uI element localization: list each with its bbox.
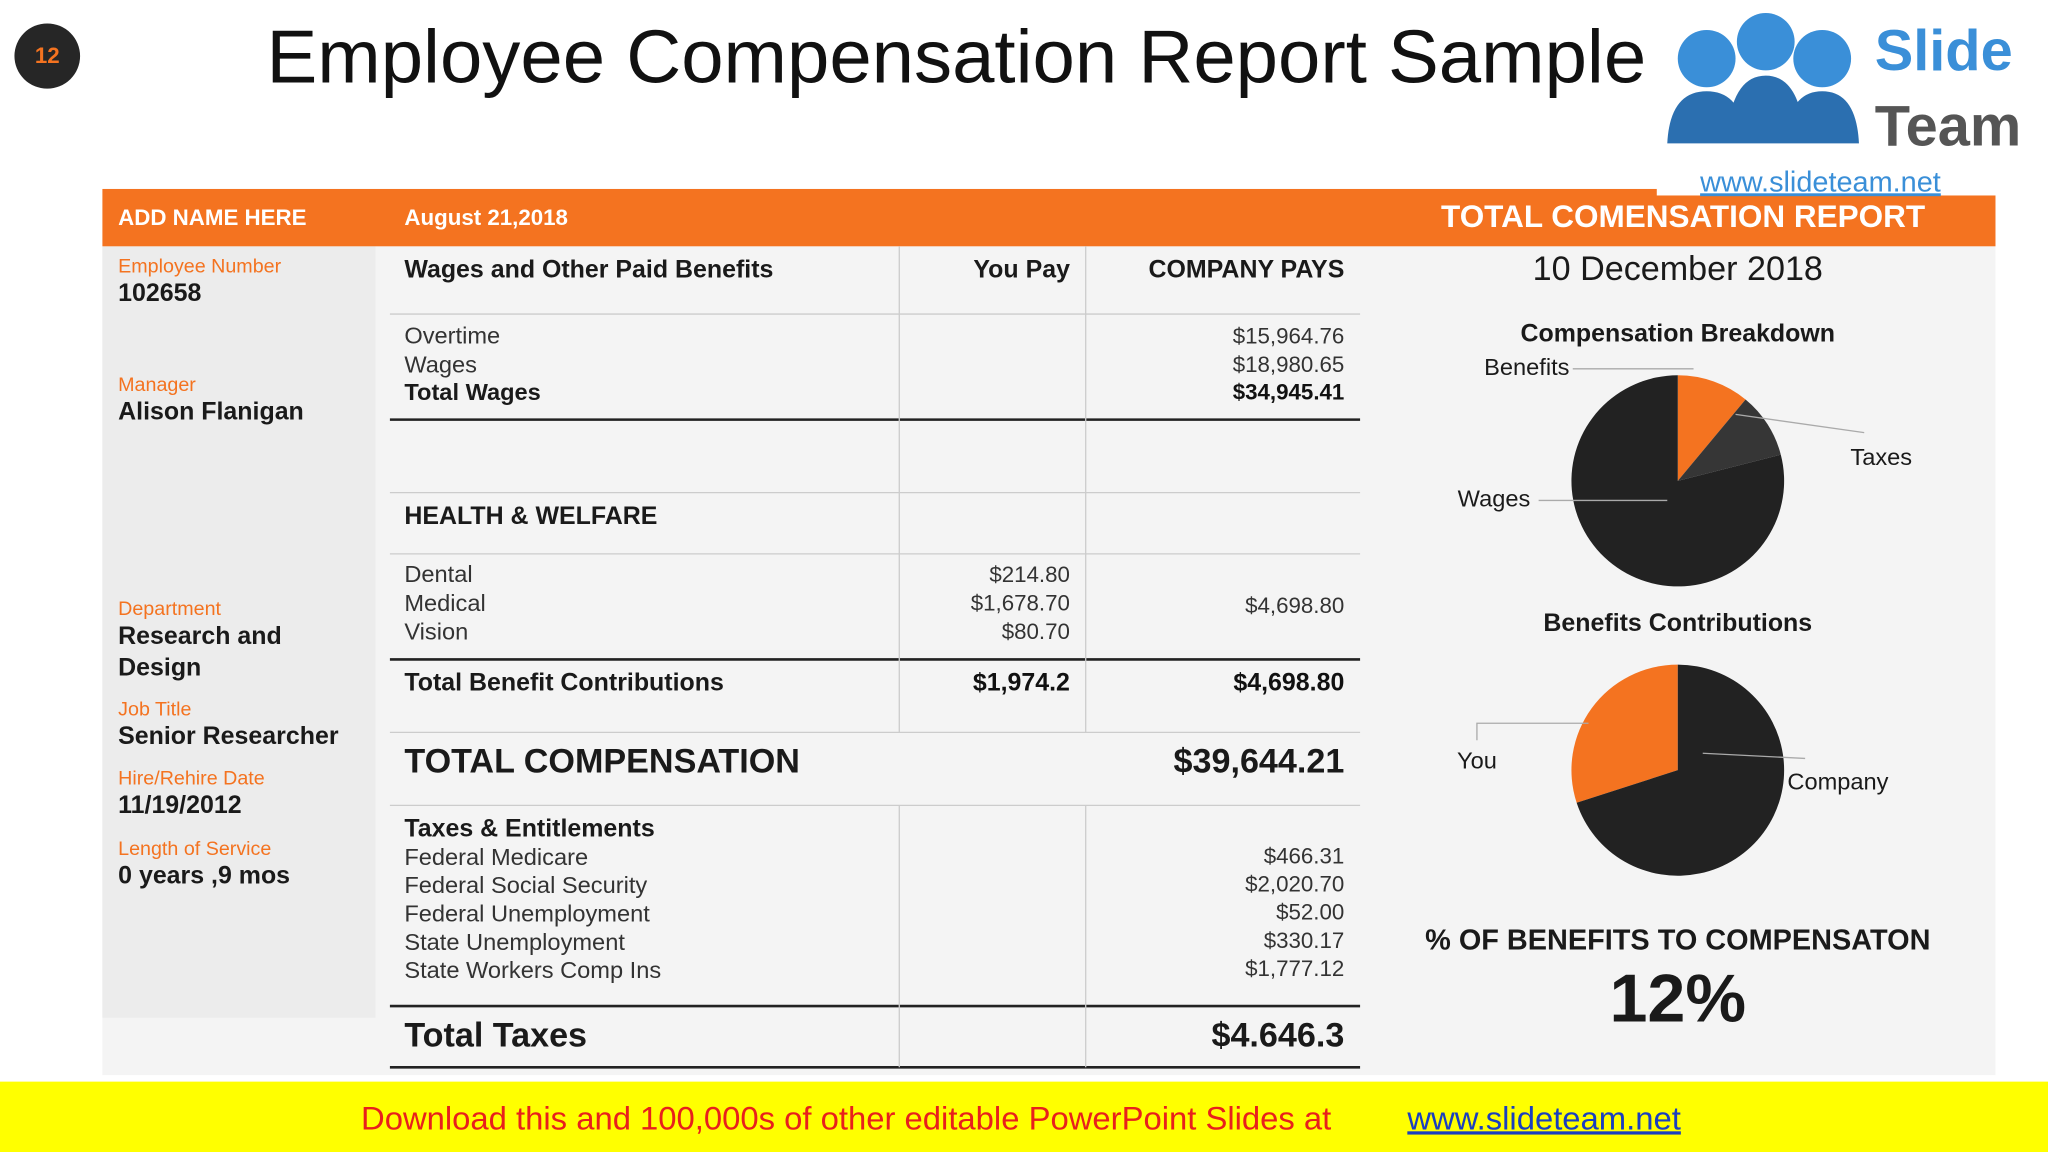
field-value: 0 years ,9 mos: [118, 863, 290, 890]
column-header: You Pay: [973, 257, 1070, 284]
logo-word: Team: [1875, 95, 2022, 159]
row-label: Medical: [404, 590, 485, 616]
report-title: TOTAL COMENSATION REPORT: [1441, 199, 1925, 234]
leader-line: [1476, 722, 1589, 741]
header-bar: [102, 188, 1996, 247]
pie-slice: [1677, 399, 1781, 481]
section-heading: HEALTH & WELFARE: [404, 503, 657, 530]
logo-url: www.slideteam.net: [1699, 166, 1941, 198]
row-label: Federal Unemployment: [404, 901, 650, 927]
amount: $330.17: [1264, 928, 1345, 953]
total-amount: $4.646.3: [1211, 1016, 1344, 1054]
field-label: Job Title: [118, 698, 191, 720]
field-label: Hire/Rehire Date: [118, 768, 265, 790]
row-label: Federal Social Security: [404, 872, 647, 898]
logo-icon: [1667, 75, 1859, 144]
total-amount: $4,698.80: [1233, 670, 1344, 697]
pie-slice: [1571, 664, 1678, 803]
logo-icon: [1677, 29, 1736, 88]
amount: $2,020.70: [1245, 872, 1344, 897]
field-label: Manager: [118, 374, 196, 396]
total-amount: $34,945.41: [1233, 379, 1345, 404]
total-amount: $1,974.2: [973, 670, 1070, 697]
slide-number: 12: [35, 43, 60, 68]
row-label: Federal Medicare: [404, 844, 588, 870]
benefits-percent-label: % OF BENEFITS TO COMPENSATON: [1425, 925, 1930, 957]
footer-text: Download this and 100,000s of other edit…: [361, 1099, 1331, 1136]
report-date: 10 December 2018: [1533, 250, 1823, 288]
total-label: Total Wages: [404, 379, 540, 405]
grand-total-label: TOTAL COMPENSATION: [404, 743, 800, 781]
benefits-percent-value: 12%: [1609, 961, 1746, 1037]
leader-line: [1702, 752, 1806, 760]
amount: $1,777.12: [1245, 956, 1344, 981]
total-label: Total Taxes: [404, 1016, 587, 1054]
row-label: State Unemployment: [404, 929, 625, 955]
amount: $1,678.70: [971, 591, 1070, 616]
slide-number-badge: [14, 23, 81, 89]
pie-label: Company: [1787, 768, 1888, 794]
footer-link[interactable]: www.slideteam.net: [1406, 1099, 1681, 1136]
pie-label: Wages: [1458, 486, 1531, 512]
section-heading: Taxes & Entitlements: [404, 816, 654, 843]
row-label: Overtime: [404, 323, 500, 349]
header-date: August 21,2018: [404, 205, 568, 230]
left-panel: [102, 246, 376, 1018]
logo-icon: [1736, 13, 1795, 71]
row-label: Dental: [404, 561, 472, 587]
pie-slice: [1571, 375, 1785, 587]
logo-icon: [1793, 29, 1852, 88]
total-label: Total Benefit Contributions: [404, 670, 724, 697]
pie-slice: [1576, 664, 1785, 876]
row-label: Wages: [404, 351, 477, 377]
amount: $214.80: [989, 562, 1070, 587]
chart-title: Compensation Breakdown: [1521, 321, 1836, 348]
field-label: Department: [118, 598, 221, 620]
chart-title: Benefits Contributions: [1543, 610, 1812, 637]
header-name: ADD NAME HERE: [118, 205, 306, 230]
amount: $80.70: [1002, 619, 1070, 644]
row-label: Vision: [404, 619, 468, 645]
field-value: 102658: [118, 280, 201, 307]
logo: Slide Team www.slideteam.net: [1656, 2, 2048, 198]
field-label: Employee Number: [118, 255, 281, 277]
field-value: Senior Researcher: [118, 723, 339, 750]
row-label: State Workers Comp Ins: [404, 957, 661, 983]
field-value: 11/19/2012: [118, 792, 241, 819]
amount: $466.31: [1264, 843, 1345, 868]
grand-total-value: $39,644.21: [1174, 743, 1345, 781]
footer-band: [0, 1081, 2048, 1152]
field-value: Research and Design: [118, 623, 282, 681]
field-label: Length of Service: [118, 838, 271, 860]
pie-label: Benefits: [1484, 354, 1569, 380]
pie-slice: [1677, 375, 1746, 481]
amount: $15,964.76: [1233, 323, 1345, 348]
column-header: COMPANY PAYS: [1148, 257, 1344, 284]
title: Employee Compensation Report Sample: [267, 15, 1647, 100]
pie-label: You: [1457, 748, 1497, 774]
leader-line: [1735, 413, 1865, 434]
pie-label: Taxes: [1850, 444, 1912, 470]
amount: $18,980.65: [1233, 352, 1345, 377]
field-value: Alison Flanigan: [118, 399, 304, 426]
amount: $52.00: [1276, 900, 1344, 925]
logo-word: Slide: [1875, 19, 2013, 83]
amount: $4,698.80: [1245, 593, 1344, 618]
column-header: Wages and Other Paid Benefits: [404, 257, 773, 284]
